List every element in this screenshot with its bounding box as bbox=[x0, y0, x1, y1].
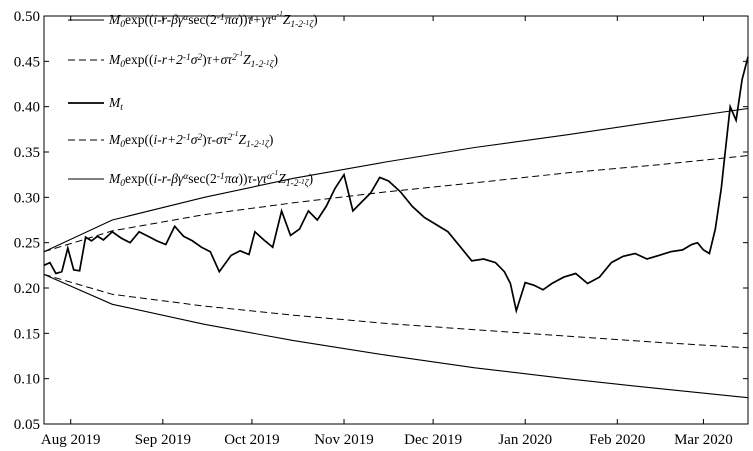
y-tick-label: 0.20 bbox=[14, 281, 40, 297]
legend-item-1: M0exp((i-r-βγαsec(2-1πα))τ+γτα-1Z1-2-1ζ) bbox=[68, 9, 318, 30]
series-line-2 bbox=[43, 155, 749, 253]
y-tick-label: 0.35 bbox=[14, 145, 40, 161]
y-tick-label: 0.10 bbox=[14, 372, 40, 388]
series-line-4 bbox=[43, 273, 749, 349]
y-tick-label: 0.25 bbox=[14, 236, 40, 252]
y-axis-ticks: 0.05 0.10 0.15 0.20 0.25 0.30 0.35 0.40 0.45 0.50 bbox=[14, 9, 748, 433]
x-tick-label: Nov 2019 bbox=[314, 432, 374, 448]
legend-label: M0exp((i-r-βγαsec(2-1πα))τ-γτα-1Z1-2-1ζ) bbox=[108, 168, 313, 189]
x-axis-ticks: Aug 2019 Sep 2019 Oct 2019 Nov 2019 Dec 2019… bbox=[41, 16, 733, 448]
legend-label: M0exp((i-r-βγαsec(2-1πα))τ+γτα-1Z1-2-1ζ) bbox=[108, 9, 318, 30]
y-tick-label: 0.15 bbox=[14, 326, 40, 342]
y-tick-label: 0.40 bbox=[14, 100, 40, 116]
x-tick-label: Aug 2019 bbox=[41, 432, 101, 448]
x-tick-label: Jan 2020 bbox=[498, 432, 552, 448]
legend-label: M0exp((i-r+2-1σ2)τ+στ2-1Z1-2-1ζ) bbox=[108, 49, 278, 70]
legend-item-4: M0exp((i-r+2-1σ2)τ-στ2-1Z1-2-1ζ) bbox=[68, 129, 273, 150]
legend-item-2: M0exp((i-r+2-1σ2)τ+στ2-1Z1-2-1ζ) bbox=[68, 49, 278, 70]
legend-label: M0exp((i-r+2-1σ2)τ-στ2-1Z1-2-1ζ) bbox=[108, 129, 273, 150]
x-tick-label: Feb 2020 bbox=[589, 432, 645, 448]
axes-frame bbox=[43, 15, 749, 425]
y-tick-label: 0.45 bbox=[14, 54, 40, 70]
x-tick-label: Sep 2019 bbox=[135, 432, 191, 448]
legend-item-3: Mt bbox=[68, 95, 123, 113]
series-layer bbox=[43, 56, 749, 399]
legend-item-5: M0exp((i-r-βγαsec(2-1πα))τ-γτα-1Z1-2-1ζ) bbox=[68, 168, 313, 189]
x-tick-label: Dec 2019 bbox=[404, 432, 462, 448]
series-line-5 bbox=[43, 273, 749, 399]
y-tick-label: 0.05 bbox=[14, 417, 40, 433]
series-line-1 bbox=[43, 107, 749, 253]
y-tick-label: 0.30 bbox=[14, 190, 40, 206]
legend: M0exp((i-r-βγαsec(2-1πα))τ+γτα-1Z1-2-1ζ)… bbox=[68, 9, 318, 189]
x-tick-label: Mar 2020 bbox=[674, 432, 733, 448]
axes bbox=[43, 15, 749, 425]
y-tick-label: 0.50 bbox=[14, 9, 40, 25]
series-line-3 bbox=[43, 56, 749, 315]
legend-label: Mt bbox=[108, 95, 123, 113]
x-tick-label: Oct 2019 bbox=[224, 432, 279, 448]
